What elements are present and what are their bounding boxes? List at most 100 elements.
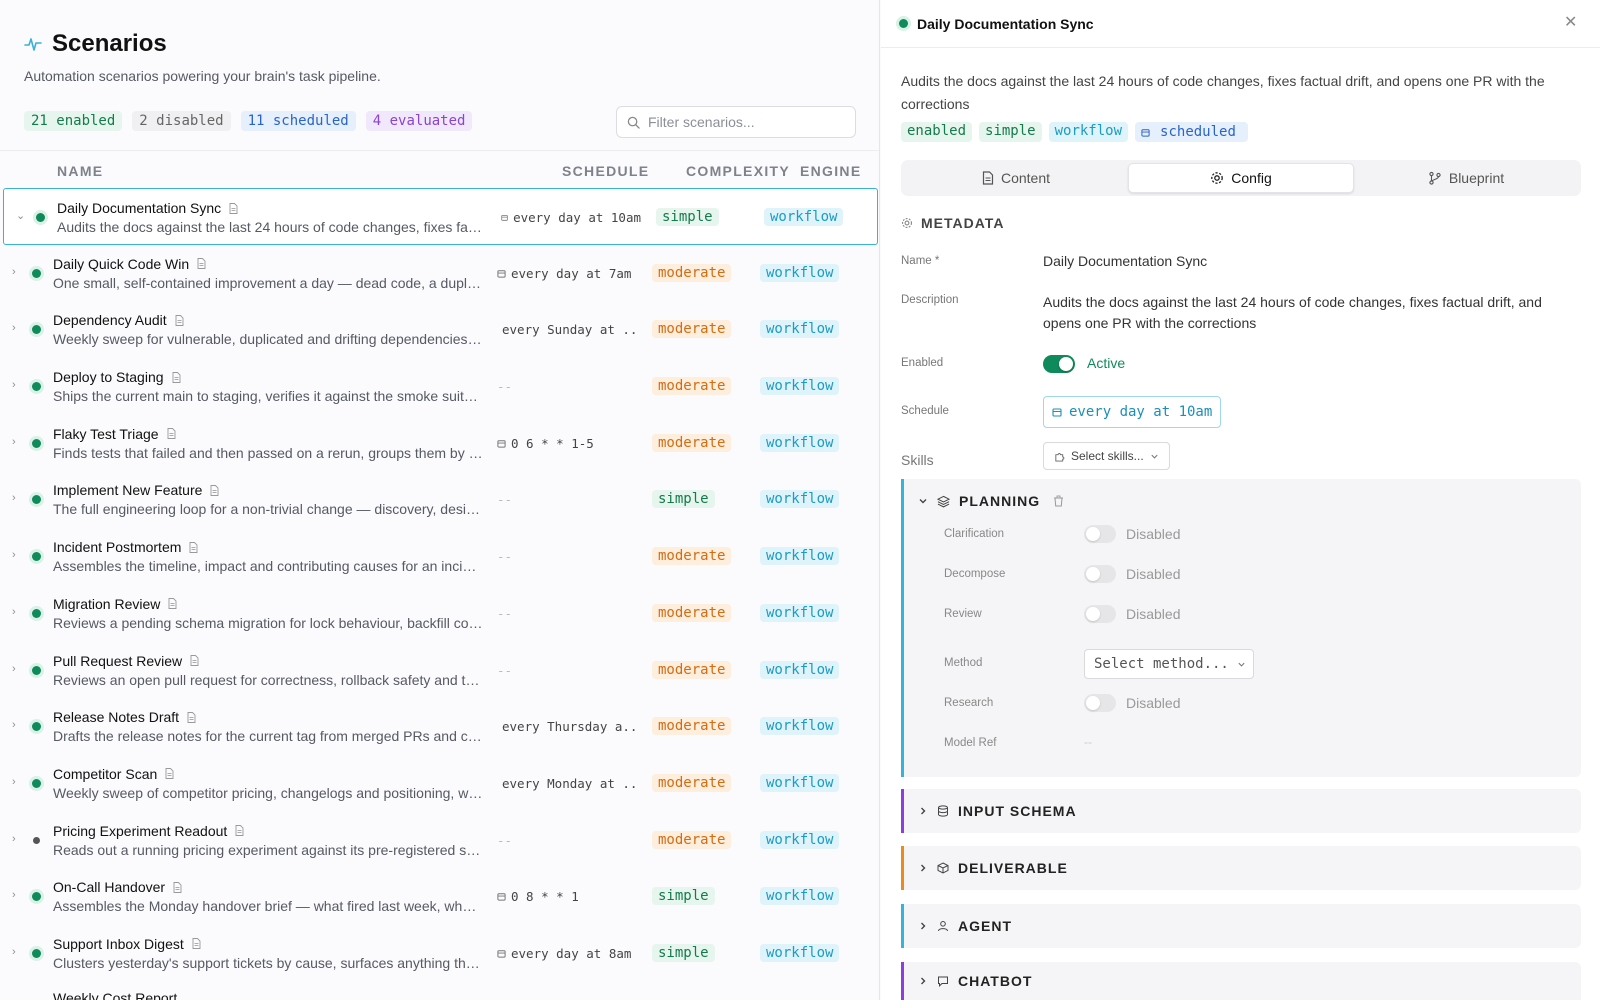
package-icon <box>937 862 949 874</box>
chevron-right-icon[interactable]: › <box>12 775 16 788</box>
scenario-schedule: 0 6 * * 1-5 <box>497 436 637 451</box>
table-row[interactable]: › Pricing Experiment Readout Reads out a r… <box>0 812 879 869</box>
calendar-icon <box>501 214 508 221</box>
chevron-right-icon[interactable]: › <box>12 889 16 902</box>
chevron-right-icon[interactable]: › <box>12 379 16 392</box>
detail-header: Daily Documentation Sync ✕ <box>881 0 1600 48</box>
model-ref-label: Model Ref <box>944 737 997 749</box>
metadata-heading: METADATA <box>901 215 1004 231</box>
chevron-right-icon[interactable]: › <box>12 662 16 675</box>
filter-box[interactable] <box>616 106 856 138</box>
table-row[interactable]: › On-Call Handover Assembles the Monday ha… <box>0 868 879 925</box>
disabled-count-badge[interactable]: 2 disabled <box>132 111 231 131</box>
tab-config[interactable]: Config <box>1128 163 1354 193</box>
input-schema-section[interactable]: INPUT SCHEMA <box>901 789 1581 833</box>
status-dot <box>32 552 41 562</box>
chevron-right-icon[interactable]: › <box>12 945 16 958</box>
chevron-right-icon[interactable]: › <box>12 605 16 618</box>
complexity-badge: moderate <box>652 717 732 736</box>
enabled-count-badge[interactable]: 21 enabled <box>24 111 123 131</box>
scenario-schedule-text: -- <box>497 492 513 508</box>
enabled-toggle[interactable] <box>1043 355 1075 373</box>
scenario-description: Ships the current main to staging, verif… <box>53 388 483 405</box>
chevron-right-icon[interactable]: › <box>12 549 16 562</box>
table-row[interactable]: › Flaky Test Triage Finds tests that faile… <box>0 415 879 472</box>
chevron-right-icon[interactable]: › <box>12 832 16 845</box>
scenario-schedule: every day at 10am <box>501 210 641 225</box>
chevron-right-icon[interactable]: › <box>12 322 16 335</box>
tab-blueprint-label: Blueprint <box>1448 170 1505 186</box>
status-dot <box>32 382 41 392</box>
close-icon[interactable]: ✕ <box>1564 14 1578 31</box>
scenario-schedule-text: -- <box>497 549 513 565</box>
column-complexity[interactable]: COMPLEXITY <box>686 163 791 179</box>
complexity-badge: moderate <box>652 263 732 282</box>
table-row[interactable]: › Pull Request Review Reviews an open pull… <box>0 642 879 699</box>
method-placeholder: Select method... <box>1094 656 1229 672</box>
chevron-right-icon[interactable]: › <box>12 492 16 505</box>
scenario-schedule-text: -- <box>497 662 513 678</box>
tab-config-label: Config <box>1231 170 1272 186</box>
table-row[interactable]: › Daily Quick Code Win One small, self-con… <box>0 245 879 302</box>
calendar-icon <box>1141 128 1150 137</box>
tab-content[interactable]: Content <box>904 163 1128 193</box>
model-ref-value[interactable]: -- <box>1084 735 1092 749</box>
table-row[interactable]: › Release Notes Draft Drafts the release n… <box>0 698 879 755</box>
table-row[interactable]: › Migration Review Reviews a pending schem… <box>0 585 879 642</box>
schedule-field[interactable]: every day at 10am <box>1043 396 1222 428</box>
column-name[interactable]: NAME <box>57 163 104 179</box>
table-row[interactable]: › Support Inbox Digest Clusters yesterday'… <box>0 925 879 982</box>
review-toggle[interactable] <box>1084 605 1116 623</box>
filter-input[interactable] <box>648 114 838 130</box>
clarification-label: Clarification <box>944 528 1005 540</box>
tab-blueprint[interactable]: Blueprint <box>1354 163 1578 193</box>
chevron-right-icon[interactable]: › <box>12 435 16 448</box>
scenario-schedule-text: 0 6 * * 1-5 <box>511 435 594 451</box>
clarification-toggle[interactable] <box>1084 525 1116 543</box>
scheduled-count-badge[interactable]: 11 scheduled <box>240 111 356 131</box>
table-row[interactable]: › Deploy to Staging Ships the current main… <box>0 358 879 415</box>
complexity-badge: simple <box>652 490 715 509</box>
description-field[interactable]: Audits the docs against the last 24 hour… <box>1043 294 1542 331</box>
scenario-rows: ⌄ Daily Documentation Sync Audits the docs… <box>0 188 879 982</box>
trash-icon[interactable] <box>1053 495 1064 507</box>
scenario-list-pane: Scenarios Automation scenarios powering … <box>0 0 880 1000</box>
scenario-schedule-text: -- <box>497 605 513 621</box>
complexity-tag: simple <box>979 122 1042 142</box>
partial-row-name[interactable]: Weekly Cost Report <box>53 990 178 1000</box>
chevron-right-icon[interactable]: › <box>12 719 16 732</box>
scenario-schedule-text: -- <box>497 379 513 395</box>
method-select[interactable]: Select method... <box>1084 649 1254 679</box>
evaluated-count-badge[interactable]: 4 evaluated <box>365 111 473 131</box>
scenario-name: Dependency Audit <box>53 312 184 328</box>
chevron-right-icon[interactable]: › <box>12 265 16 278</box>
git-branch-icon <box>1429 171 1441 185</box>
detail-tabs: Content Config Blueprint <box>901 160 1581 196</box>
research-toggle[interactable] <box>1084 694 1116 712</box>
chevron-down-icon[interactable]: ⌄ <box>16 210 26 222</box>
document-icon <box>175 314 184 326</box>
complexity-badge: moderate <box>652 547 732 566</box>
decompose-value: Disabled <box>1126 566 1181 582</box>
document-icon <box>189 541 198 553</box>
table-row[interactable]: › Dependency Audit Weekly sweep for vulner… <box>0 301 879 358</box>
column-schedule[interactable]: SCHEDULE <box>562 163 650 179</box>
metadata-heading-label: METADATA <box>921 215 1005 231</box>
table-row[interactable]: ⌄ Daily Documentation Sync Audits the docs… <box>3 188 878 245</box>
chevron-down-icon <box>919 499 927 504</box>
table-row[interactable]: › Competitor Scan Weekly sweep of competit… <box>0 755 879 812</box>
method-label: Method <box>944 657 983 669</box>
planning-section-header[interactable]: PLANNING <box>904 479 1581 523</box>
skills-select[interactable]: Select skills... <box>1043 442 1170 470</box>
chatbot-section[interactable]: CHATBOT <box>901 962 1581 1000</box>
name-field[interactable]: Daily Documentation Sync <box>1043 253 1208 269</box>
table-row[interactable]: › Implement New Feature The full engineeri… <box>0 471 879 528</box>
decompose-toggle[interactable] <box>1084 565 1116 583</box>
status-dot <box>32 268 41 278</box>
table-row[interactable]: › Incident Postmortem Assembles the timeli… <box>0 528 879 585</box>
description-label: Description <box>901 294 959 306</box>
deliverable-section[interactable]: DELIVERABLE <box>901 846 1581 890</box>
scenario-schedule: every Monday at ... <box>497 776 637 791</box>
column-engine[interactable]: ENGINE <box>800 163 862 179</box>
agent-section[interactable]: AGENT <box>901 904 1581 948</box>
